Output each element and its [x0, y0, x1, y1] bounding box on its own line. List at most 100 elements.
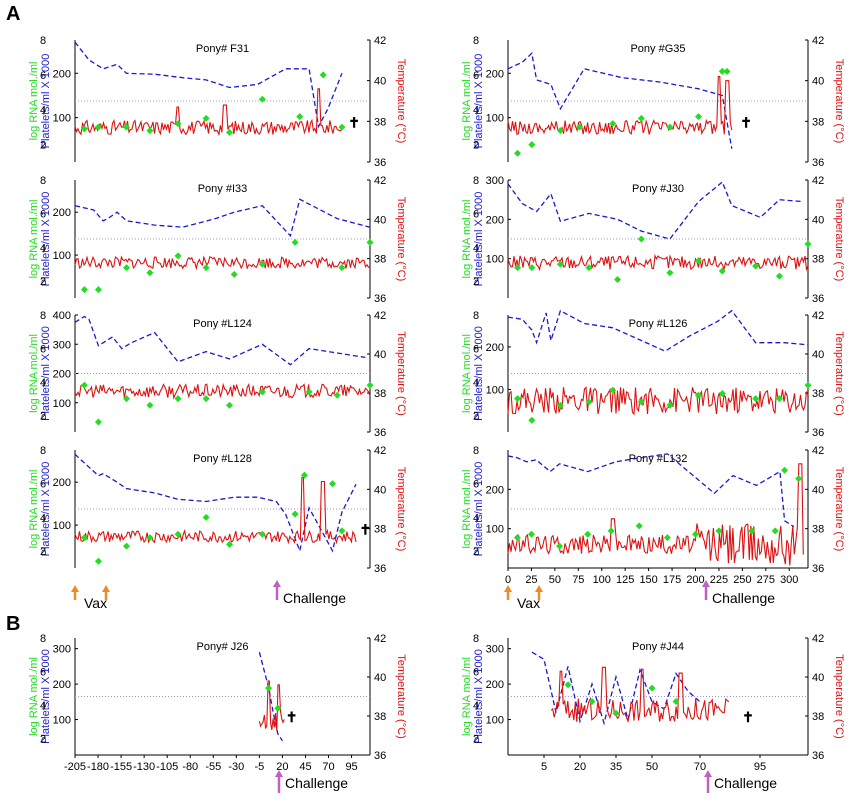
rna-tick-label: 6: [473, 343, 479, 355]
temperature-series: [507, 253, 809, 272]
temp-tick-label: 40: [374, 672, 386, 684]
y-axis-label-platelets: Platelets/ml X 1000: [473, 54, 485, 149]
rna-point: [146, 401, 154, 409]
chart-panel-7: log RNA mol./ml Platelets/ml X 1000 Temper…: [28, 445, 407, 575]
platelet-tick-label: 400: [53, 310, 71, 322]
rna-point: [607, 527, 615, 535]
rna-tick-label: 4: [473, 512, 479, 524]
rna-point: [366, 238, 374, 246]
x-tick-label: -155: [110, 761, 132, 773]
rna-tick-label: 6: [473, 666, 479, 678]
rna-tick-label: 4: [40, 105, 46, 117]
platelet-tick-label: 200: [53, 369, 71, 381]
y-axis-label-temperature: Temperature (°C): [833, 654, 845, 738]
temp-tick-label: 40: [374, 214, 386, 226]
x-tick-label: -30: [228, 761, 244, 773]
chart-title: Pony #I33: [198, 183, 248, 195]
rna-point: [528, 416, 536, 424]
vax-arrow-head: [102, 585, 110, 592]
rna-tick-label: 4: [40, 242, 46, 254]
temp-tick-label: 40: [812, 672, 824, 684]
rna-point: [94, 123, 102, 131]
x-tick-label: 20: [276, 761, 288, 773]
platelets-series: [74, 453, 357, 554]
rna-tick-label: 6: [40, 209, 46, 221]
chart-title: Pony #G35: [630, 43, 685, 55]
x-tick-label: 175: [663, 574, 681, 586]
y-axis-label-rna: log RNA mol./ml: [28, 62, 40, 141]
x-tick-label: -5: [254, 761, 264, 773]
temp-tick-label: 38: [374, 524, 386, 536]
rna-tick-label: 6: [473, 70, 479, 82]
rna-point: [123, 542, 131, 550]
rna-point: [612, 709, 620, 717]
chart-panel-9: log RNA mol./ml Platelets/ml X 1000 Temper…: [28, 633, 407, 773]
temp-tick-label: 38: [374, 116, 386, 128]
x-tick-label: 25: [525, 574, 537, 586]
x-tick-label: -105: [156, 761, 178, 773]
rna-point: [718, 267, 726, 275]
platelet-tick-label: 200: [486, 484, 504, 496]
rna-point: [752, 262, 760, 270]
rna-tick-label: 8: [40, 175, 46, 187]
y-axis-label-rna: log RNA mol./ml: [28, 657, 40, 736]
temp-tick-label: 40: [374, 349, 386, 361]
rna-point: [94, 418, 102, 426]
rna-tick-label: 6: [40, 666, 46, 678]
rna-point: [202, 114, 210, 122]
death-marker: ✝: [286, 709, 298, 725]
rna-point: [527, 530, 535, 538]
rna-point: [274, 704, 282, 712]
rna-point: [338, 264, 346, 272]
rna-point: [513, 534, 521, 542]
chart-title: Pony #J30: [632, 183, 684, 195]
platelet-tick-label: 300: [53, 339, 71, 351]
y-axis-label-temperature: Temperature (°C): [395, 331, 407, 415]
y-axis-label-platelets: Platelets/ml X 1000: [473, 649, 485, 744]
rna-point: [94, 557, 102, 565]
rna-tick-label: 8: [473, 310, 479, 322]
chart-title: Pony# F31: [196, 43, 249, 55]
challenge-arrow-head: [275, 770, 283, 777]
chart-panel-10: log RNA mol./ml Platelets/ml X 1000 Temper…: [461, 633, 845, 773]
platelets-series: [507, 52, 733, 149]
temp-tick-label: 38: [812, 388, 824, 400]
x-tick-label: 35: [610, 761, 622, 773]
y-axis-label-platelets: Platelets/ml X 1000: [473, 326, 485, 421]
y-axis-label-rna: log RNA mol./ml: [461, 657, 473, 736]
rna-point: [319, 71, 327, 79]
chart-title: Pony #L124: [193, 318, 252, 330]
rna-point: [202, 395, 210, 403]
temperature-series: [550, 666, 730, 724]
rna-point: [338, 527, 346, 535]
y-axis-label-platelets: Platelets/ml X 1000: [40, 462, 52, 557]
rna-point: [723, 67, 731, 75]
temp-tick-label: 38: [812, 711, 824, 723]
chart-title: Pony #L126: [629, 318, 688, 330]
x-tick-label: 45: [299, 761, 311, 773]
y-axis-label-platelets: Platelets/ml X 1000: [40, 649, 52, 744]
temp-tick-label: 42: [374, 310, 386, 322]
rna-point: [94, 286, 102, 294]
temp-tick-label: 42: [374, 445, 386, 457]
rna-tick-label: 8: [40, 35, 46, 47]
platelets-series: [507, 309, 809, 352]
temp-tick-label: 38: [812, 524, 824, 536]
temp-tick-label: 36: [812, 427, 824, 439]
vax-arrow-head: [504, 585, 512, 592]
chart-title: Pony# J26: [197, 641, 249, 653]
platelet-tick-label: 100: [53, 715, 71, 727]
challenge-label: Challenge: [283, 590, 346, 606]
temp-tick-label: 42: [812, 310, 824, 322]
platelet-tick-label: 300: [486, 644, 504, 656]
chart-panel-8: log RNA mol./ml Platelets/ml X 1000 Temper…: [461, 445, 845, 586]
platelet-tick-label: 100: [53, 250, 71, 262]
platelet-tick-label: 300: [53, 644, 71, 656]
rna-point: [564, 681, 572, 689]
death-marker: ✝: [740, 114, 752, 130]
rna-point: [174, 530, 182, 538]
rna-tick-label: 2: [40, 276, 46, 288]
y-axis-label-rna: log RNA mol./ml: [461, 470, 473, 549]
temp-tick-label: 42: [374, 35, 386, 47]
rna-tick-label: 8: [40, 633, 46, 645]
